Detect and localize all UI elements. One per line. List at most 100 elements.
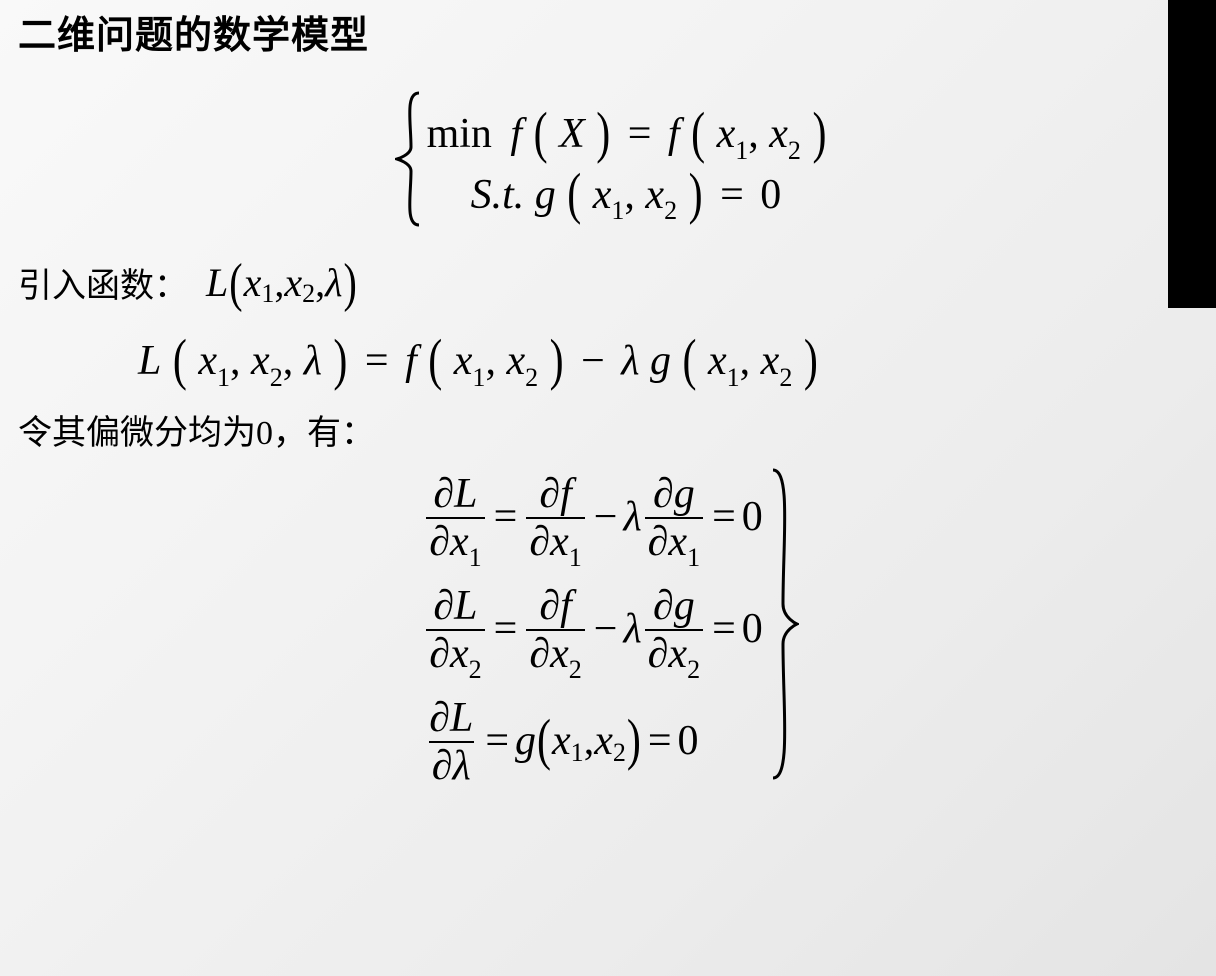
zero: 0 [678,718,699,764]
subscript: 2 [613,739,626,768]
sym-x: x [198,338,217,384]
comma: , [748,111,759,157]
min-text: min [427,111,492,157]
sym-g: g [515,718,536,764]
sym-lambda: λ [453,743,471,789]
sym-x: x [769,111,788,157]
subscript: 1 [571,739,584,768]
comma: , [740,338,751,384]
sym-g: g [650,338,671,384]
comma: , [315,259,325,306]
right-brace-icon [767,464,799,795]
sym-f: f [510,111,522,157]
sym-x: x [593,172,612,218]
sym-partial: ∂ [539,471,560,517]
comma: , [485,338,496,384]
sym-eq: = [642,718,678,764]
sym-partial: ∂ [653,583,674,629]
intro-label: 引入函数： [18,258,188,307]
subscript: 2 [779,363,792,392]
partial-label: 令其偏微分均为0，有： [18,405,1204,454]
frac-dL-dx2: ∂L ∂x2 [426,585,484,675]
subscript: 1 [727,363,740,392]
document-content: 二维问题的数学模型 min f ( X ) = f ( [0,0,1216,795]
intro-line: 引入函数： L ( x1, x2, λ ) [18,258,1204,307]
sym-partial: ∂ [433,471,454,517]
subscript: 2 [469,655,482,684]
subscript: 2 [302,279,315,309]
sym-x: x [450,519,469,565]
sym-g: g [535,172,556,218]
sym-L: L [206,259,228,306]
sym-partial: ∂ [529,519,550,565]
sym-lambda: λ [623,494,641,540]
sym-partial: ∂ [432,743,453,789]
subscript: 1 [261,279,274,309]
sym-eq: = [488,494,524,540]
sym-L: L [454,471,477,517]
subscript: 1 [469,543,482,572]
sym-x: x [450,631,469,677]
sym-f: f [560,583,572,629]
subscript: 2 [270,363,283,392]
sym-f: f [560,471,572,517]
sym-eq: = [479,718,515,764]
sym-minus: − [588,606,624,652]
sym-x: x [454,338,473,384]
sym-g: g [674,471,695,517]
subscript: 1 [569,543,582,572]
sym-x: x [708,338,727,384]
subscript: 2 [569,655,582,684]
subscript: 2 [788,136,801,165]
subscript: 2 [687,655,700,684]
subscript: 1 [472,363,485,392]
subscript: 1 [217,363,230,392]
sym-eq: = [706,494,742,540]
sym-x: x [550,519,569,565]
comma: , [624,172,635,218]
sym-X: X [559,111,585,157]
comma: , [283,338,294,384]
sym-partial: ∂ [648,519,669,565]
subscript: 2 [664,196,677,225]
sym-minus: − [575,338,611,384]
sym-partial: ∂ [433,583,454,629]
sym-minus: − [588,494,624,540]
comma: , [274,259,284,306]
sym-g: g [674,583,695,629]
zero: 0 [742,606,763,652]
sym-partial: ∂ [529,631,550,677]
frac-dL-dx1: ∂L ∂x1 [426,473,484,563]
sym-lambda: λ [304,338,322,384]
frac-dg-dx1: ∂g ∂x1 [645,473,703,563]
sym-x: x [550,631,569,677]
sym-lambda: λ [325,259,342,306]
sym-lambda: λ [623,606,641,652]
comma: , [584,718,595,764]
sym-eq: = [622,111,658,157]
sym-x: x [284,259,302,306]
sym-x: x [668,631,687,677]
st-text: S.t. [471,172,525,218]
frac-dg-dx2: ∂g ∂x2 [645,585,703,675]
sym-eq: = [714,172,750,218]
subscript: 2 [525,363,538,392]
frac-df-dx1: ∂f ∂x1 [526,473,584,563]
sym-partial: ∂ [653,471,674,517]
subscript: 1 [687,543,700,572]
zero: 0 [760,172,781,218]
sym-f: f [668,111,680,157]
sym-eq: = [488,606,524,652]
sym-x: x [251,338,270,384]
sym-x: x [761,338,780,384]
subscript: 1 [735,136,748,165]
sym-L: L [138,338,161,384]
comma: , [230,338,241,384]
sym-x: x [717,111,736,157]
sym-f: f [405,338,417,384]
sym-L: L [454,583,477,629]
sym-x: x [645,172,664,218]
sym-partial: ∂ [429,631,450,677]
sym-x: x [552,718,571,764]
sym-partial: ∂ [429,695,450,741]
